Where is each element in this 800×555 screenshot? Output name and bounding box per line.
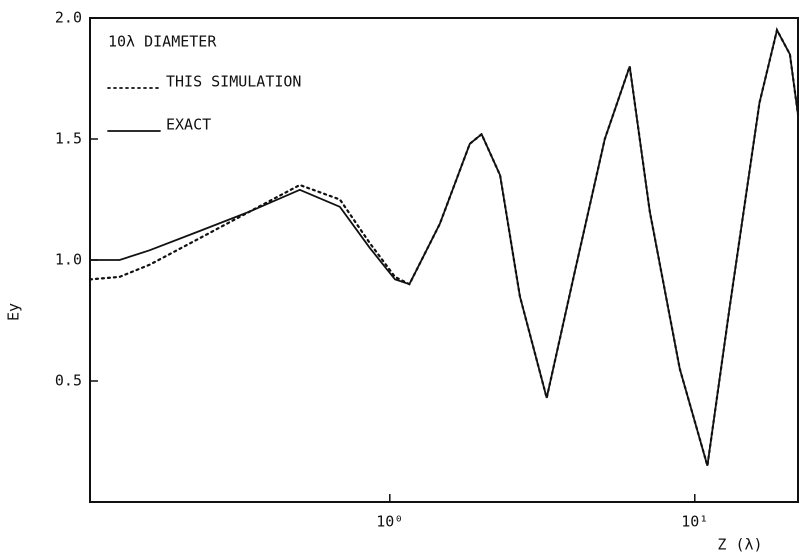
annotation: 10λ DIAMETER	[108, 33, 217, 51]
legend-label: EXACT	[166, 116, 211, 134]
y-tick-label: 2.0	[55, 9, 82, 27]
plot-frame	[90, 18, 798, 502]
y-axis-label: Ey	[5, 303, 23, 321]
series-line	[90, 30, 798, 466]
y-tick-label: 1.5	[55, 130, 82, 148]
chart: 10λ DIAMETER Z (λ) Ey 0.5 1.0 1.5 2.0 10⁰ 10¹…	[0, 0, 800, 555]
x-tick-label: 10⁰	[376, 513, 403, 531]
series-line	[90, 30, 798, 466]
y-tick-label: 0.5	[55, 372, 82, 390]
y-tick-label: 1.0	[55, 251, 82, 269]
x-tick-label: 10¹	[681, 513, 708, 531]
x-axis-label: Z (λ)	[717, 536, 762, 554]
legend-label: THIS SIMULATION	[166, 73, 301, 91]
